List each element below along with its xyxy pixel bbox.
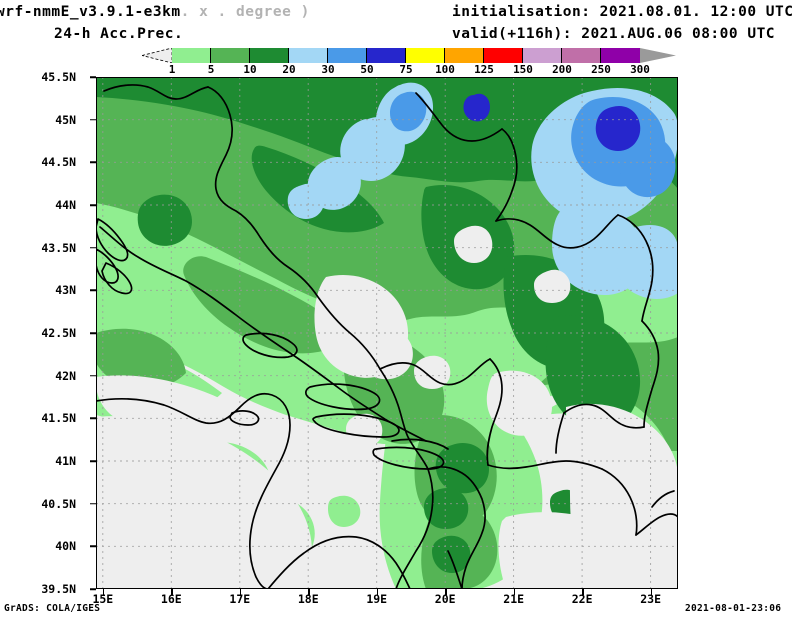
model-title: wrf-nmmE_v3.9.1-e3km. x . degree ) bbox=[0, 4, 310, 20]
y-axis-label-42N: 42N bbox=[55, 368, 76, 383]
y-axis-tick bbox=[90, 118, 96, 121]
y-axis-label-43N: 43N bbox=[55, 283, 76, 298]
colorbar-swatches bbox=[172, 48, 640, 63]
y-axis-label-44.5N: 44.5N bbox=[41, 155, 76, 170]
colorbar-cell-5 bbox=[211, 48, 250, 63]
colorbar-cell-30 bbox=[328, 48, 367, 63]
y-axis-label-45N: 45N bbox=[55, 112, 76, 127]
y-axis-label-41.5N: 41.5N bbox=[41, 411, 76, 426]
colorbar-over-arrow bbox=[640, 48, 676, 63]
colorbar-cell-1 bbox=[172, 48, 211, 63]
precip-band-50mm bbox=[463, 93, 641, 151]
y-axis-label-40.5N: 40.5N bbox=[41, 496, 76, 511]
y-axis-tick bbox=[90, 374, 96, 377]
x-axis-label-23E: 23E bbox=[640, 592, 661, 606]
valid-time: valid(+116h): 2021.AUG.06 08:00 UTC bbox=[452, 26, 776, 42]
y-axis-label-42.5N: 42.5N bbox=[41, 326, 76, 340]
render-timestamp: 2021-08-01-23:06 bbox=[685, 603, 782, 614]
y-axis-tick bbox=[90, 161, 96, 164]
colorbar-label-20: 20 bbox=[282, 63, 296, 76]
y-axis-label-39.5N: 39.5N bbox=[41, 582, 76, 596]
colorbar-label-75: 75 bbox=[399, 63, 413, 76]
colorbar-label-125: 125 bbox=[474, 63, 494, 76]
colorbar-cell-50 bbox=[367, 48, 406, 63]
colorbar-label-50: 50 bbox=[360, 63, 374, 76]
colorbar-cell-75 bbox=[406, 48, 445, 63]
x-axis-label-17E: 17E bbox=[229, 592, 251, 606]
y-axis-label-44N: 44N bbox=[55, 198, 76, 212]
colorbar-cell-20 bbox=[289, 48, 328, 63]
colorbar-label-5: 5 bbox=[207, 63, 215, 76]
y-axis-label-43.5N: 43.5N bbox=[41, 240, 76, 255]
y-axis-tick bbox=[90, 545, 96, 548]
x-axis-label-19E: 19E bbox=[366, 592, 388, 606]
x-axis-label-16E: 16E bbox=[160, 592, 182, 606]
y-axis-tick bbox=[90, 204, 96, 206]
field-title: 24-h Acc.Prec. bbox=[54, 26, 184, 42]
y-axis-label-45.5N: 45.5N bbox=[41, 70, 76, 84]
x-axis-tick bbox=[445, 589, 447, 595]
y-axis-label-41N: 41N bbox=[55, 454, 76, 468]
y-axis-tick bbox=[90, 588, 96, 590]
colorbar-under-arrow bbox=[142, 48, 172, 63]
colorbar-label-1: 1 bbox=[168, 63, 176, 76]
precipitation-field bbox=[96, 77, 678, 589]
x-axis-label-15E: 15E bbox=[92, 592, 114, 606]
colorbar-label-200: 200 bbox=[552, 63, 572, 76]
x-axis-label-20E: 20E bbox=[434, 592, 456, 606]
coastline-and-borders bbox=[96, 84, 678, 589]
y-axis-label-40N: 40N bbox=[55, 539, 76, 554]
x-axis-tick bbox=[102, 589, 105, 595]
colorbar-label-150: 150 bbox=[513, 63, 533, 76]
colorbar-label-250: 250 bbox=[591, 63, 611, 76]
x-axis-tick bbox=[513, 589, 516, 595]
x-axis-label-22E: 22E bbox=[571, 592, 593, 606]
y-axis-tick bbox=[90, 76, 96, 78]
map-gridlines bbox=[96, 77, 678, 589]
colorbar-cell-100 bbox=[445, 48, 484, 63]
x-axis-tick bbox=[239, 589, 242, 595]
x-axis-label-18E: 18E bbox=[297, 592, 319, 606]
dry-area-cutouts bbox=[96, 225, 678, 589]
x-axis-tick bbox=[376, 589, 379, 595]
model-title-dim-text: . x . degree ) bbox=[180, 4, 310, 20]
x-axis-tick bbox=[650, 589, 653, 595]
model-title-text: wrf-nmmE_v3.9.1-e3km bbox=[0, 4, 181, 20]
colorbar-cell-125 bbox=[484, 48, 523, 63]
y-axis-tick bbox=[90, 460, 96, 462]
grads-credit: GrADS: COLA/IGES bbox=[4, 603, 101, 614]
colorbar-tick-labels: 1 5 10 20 30 50 75 100 125 150 200 250 300 bbox=[168, 63, 680, 77]
colorbar-label-300: 300 bbox=[630, 63, 650, 76]
precipitation-map[interactable] bbox=[96, 77, 678, 589]
x-axis-tick bbox=[308, 589, 310, 595]
y-axis-tick bbox=[90, 289, 96, 292]
y-axis-tick bbox=[90, 417, 96, 420]
chart-header: wrf-nmmE_v3.9.1-e3km. x . degree ) 24-h … bbox=[0, 0, 800, 76]
colorbar-cell-10 bbox=[250, 48, 289, 63]
y-axis-tick bbox=[90, 246, 96, 249]
colorbar-label-10: 10 bbox=[243, 63, 257, 76]
y-axis-tick bbox=[90, 332, 96, 334]
x-axis-tick bbox=[582, 589, 584, 595]
colorbar-cell-150 bbox=[523, 48, 562, 63]
colorbar-cell-200 bbox=[562, 48, 601, 63]
x-axis-label-21E: 21E bbox=[503, 592, 525, 606]
colorbar-label-100: 100 bbox=[435, 63, 455, 76]
y-axis-tick bbox=[90, 502, 96, 505]
initialisation-time: initialisation: 2021.08.01. 12:00 UTC bbox=[452, 4, 794, 20]
colorbar-label-30: 30 bbox=[321, 63, 335, 76]
colorbar-cell-250 bbox=[601, 48, 640, 63]
x-axis-tick bbox=[171, 589, 173, 595]
